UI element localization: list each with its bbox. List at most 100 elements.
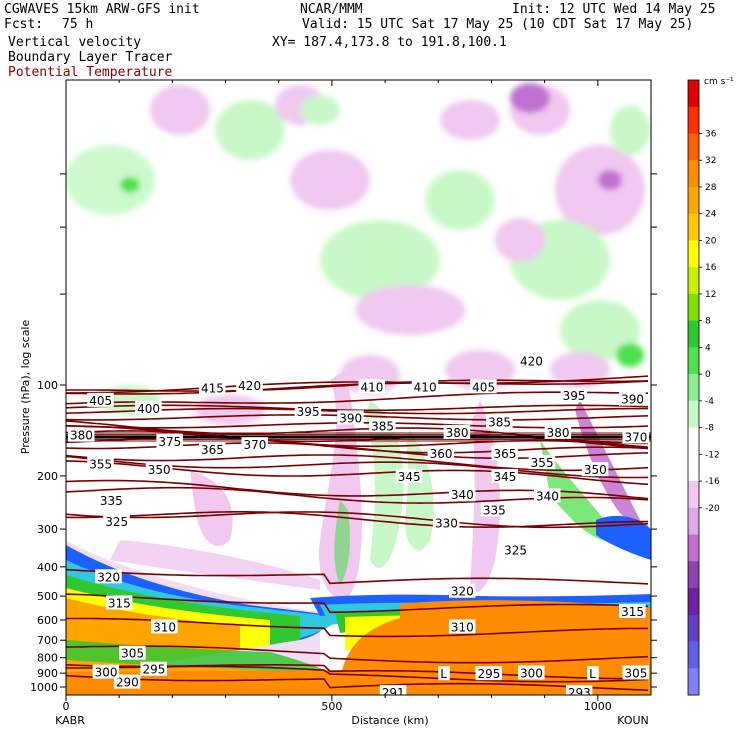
colorbar-swatch <box>688 427 699 455</box>
theta-label-bg <box>140 661 167 676</box>
colorbar-tick-label: 24 <box>705 210 717 220</box>
theta-label-extra: 365 <box>493 447 516 461</box>
vv-band-1-core <box>334 500 350 585</box>
colorbar-swatch <box>688 320 699 348</box>
colorbar-tick-label: 28 <box>705 183 717 193</box>
theta-label-extra-bg <box>486 414 513 429</box>
theta-label-extra: 380 <box>446 426 469 440</box>
colorbar-swatch <box>688 507 699 536</box>
theta-label-extra-bg <box>565 685 593 695</box>
theta-label-bg <box>87 456 114 471</box>
theta-label-extra: 420 <box>520 355 543 369</box>
y-tick-label: 700 <box>37 634 58 647</box>
colorbar-swatch <box>688 534 699 562</box>
theta-label-extra: 335 <box>483 503 506 517</box>
vv-band-5 <box>575 400 640 523</box>
vv-updraft-core-1 <box>120 177 140 193</box>
theta-label: 330 <box>435 516 458 530</box>
theta-label-extra: 315 <box>621 605 644 619</box>
theta-label: 355 <box>89 458 112 472</box>
colorbar-tick-label: 4 <box>705 343 711 353</box>
colorbar-swatch <box>688 133 699 161</box>
init-time: Init: 12 UTC Wed 14 May 25 <box>512 2 716 17</box>
colorbar-tick-label: 0 <box>705 370 711 380</box>
vv-downdraft-area-6 <box>555 145 645 235</box>
theta-label-extra: 340 <box>536 489 559 503</box>
theta-label-bg <box>198 442 226 457</box>
y-tick-label: 400 <box>37 561 58 574</box>
theta-label-extra: 295 <box>478 667 501 681</box>
colorbar-unit: cm s⁻¹ <box>704 77 734 87</box>
theta-label-extra: 385 <box>488 415 511 429</box>
theta-label-extra-bg <box>528 455 556 470</box>
colorbar-tick-label: -20 <box>705 504 720 514</box>
theta-label-bg <box>294 404 322 419</box>
y-tick-label: 900 <box>37 667 58 680</box>
theta-label: 320 <box>97 570 120 584</box>
theta-label-bg <box>395 468 423 483</box>
vv-updraft-area-3 <box>320 220 440 300</box>
theta-label-extra-bg <box>619 391 646 406</box>
theta-label-extra-bg <box>379 685 407 695</box>
theta-label-extra: 355 <box>531 456 554 470</box>
theta-label-bg <box>241 437 268 452</box>
theta-label-bg <box>105 595 133 610</box>
vv-band-2 <box>365 400 404 568</box>
x-axis-label: Distance (km) <box>351 714 428 727</box>
y-tick-label: 800 <box>37 652 58 665</box>
colorbar-swatch <box>688 347 699 375</box>
colorbar-swatch <box>688 240 699 268</box>
colorbar-swatch <box>688 80 699 108</box>
theta-contour-315 <box>66 593 649 614</box>
colorbar-swatch <box>688 454 699 482</box>
theta-label-bg <box>135 400 162 415</box>
theta-label-extra-bg <box>518 665 545 680</box>
theta-label-extra: 305 <box>625 666 648 680</box>
theta-contour-420 <box>66 375 649 394</box>
theta-label-extra: 291 <box>382 686 405 700</box>
theta-label-bg <box>236 378 263 392</box>
theta-label-extra: 300 <box>520 666 543 680</box>
theta-contour-415 <box>66 380 649 395</box>
colorbar-swatch <box>688 267 699 295</box>
theta-label-extra: 395 <box>563 389 586 403</box>
theta-label-bg <box>448 487 476 502</box>
y-tick-label: 300 <box>37 523 58 536</box>
theta-label-extra-bg <box>619 603 646 618</box>
theta-contour-400 <box>66 404 649 412</box>
theta-label-extra-bg <box>480 502 508 517</box>
vv-downdraft-area-12 <box>195 395 265 425</box>
theta-label-extra-bg <box>518 353 545 368</box>
theta-label-bg <box>151 619 178 634</box>
vv-band-7 <box>190 470 233 546</box>
theta-label-extra-bg <box>475 666 502 681</box>
theta-label-bg <box>68 427 95 442</box>
theta-label-bg <box>337 410 364 425</box>
theta-label-bg <box>87 392 114 407</box>
theta-contour-355 <box>66 454 649 472</box>
theta-label-bg <box>369 418 396 433</box>
colorbar-swatch <box>688 641 699 669</box>
theta-label: 305 <box>121 647 144 661</box>
theta-label-extra: 410 <box>414 380 437 394</box>
theta-label-extra: L <box>440 667 447 681</box>
vv-downdraft-core-8 <box>510 83 550 113</box>
theta-label: 340 <box>451 488 474 502</box>
theta-label-extra-bg <box>491 446 518 461</box>
theta-label: 370 <box>244 438 267 452</box>
vv-downdraft-area-1 <box>150 85 210 135</box>
colorbar-frame <box>687 79 700 696</box>
theta-label-extra: 350 <box>584 463 607 477</box>
x-tick-label: 1000 <box>584 700 612 713</box>
theta-label: 310 <box>153 620 176 634</box>
theta-label: 295 <box>142 663 165 677</box>
theta-label-bg <box>432 515 460 530</box>
colorbar-swatch <box>688 186 699 215</box>
theta-label: 345 <box>398 470 421 484</box>
x-axis: 0 500 1000 <box>63 80 612 713</box>
theta-label-extra: 310 <box>451 620 474 634</box>
theta-label: 335 <box>100 494 123 508</box>
theta-label-extra-bg <box>443 424 471 439</box>
colorbar-swatch <box>688 400 699 429</box>
